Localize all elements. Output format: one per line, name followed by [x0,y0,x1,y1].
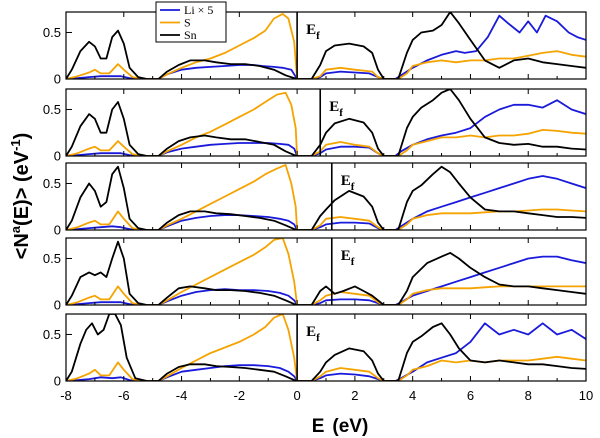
panel-1: 0 0.5 Ef [43,11,587,87]
fermi-label-main: E [306,324,316,340]
fermi-label-sub: f [351,181,355,193]
panels-layer: 0 0.5 Ef 0 0.5 Ef 0 0.5 Ef 0 0.5 Ef 0 0.5 Ef [43,11,587,389]
svg-text:E(eV): E (eV) [312,416,369,437]
series-line-s-panel-1 [66,13,586,79]
y-tick-label: 0.5 [43,102,61,117]
fermi-label-sub: f [316,30,320,42]
x-tick-label: 4 [409,388,416,403]
series-line-sn-panel-5 [66,314,586,381]
y-tick-label: 0 [54,223,61,238]
fermi-label-main: E [329,99,339,115]
legend-label: Li × 5 [184,3,213,17]
x-tick-label: -8 [60,388,72,403]
y-axis-title-sup: a [8,225,23,233]
x-tick-label: 2 [351,388,358,403]
x-axis-title-unit: (eV) [332,416,368,437]
series-line-s-panel-2 [66,91,586,156]
panel-4: 0 0.5 Ef [43,237,587,313]
fermi-label-main: E [306,22,316,38]
y-tick-label: 0.5 [43,176,61,191]
y-tick-label: 0 [54,72,61,87]
fermi-label: Ef [341,173,355,193]
fermi-label: Ef [341,248,355,268]
x-tick-label: 8 [525,388,532,403]
fermi-label-main: E [341,173,351,189]
y-tick-label: 0 [54,149,61,164]
svg-text:<Na(E)> (eV-1): <Na(E)> (eV-1) [8,133,33,260]
x-axis-layer: -8 -6 -4 -2 0 2 4 6 8 10 [60,388,593,403]
series-line-s-panel-5 [66,314,586,381]
y-axis-title-exp: -1 [8,139,23,151]
x-tick-label: -4 [176,388,188,403]
panel-2: 0 0.5 Ef [43,88,587,164]
panel-3: 0 0.5 Ef [43,162,587,238]
series-line-sn-panel-3 [66,165,586,230]
series-line-s-panel-3 [66,164,586,230]
fermi-label-sub: f [351,256,355,268]
fermi-label-sub: f [339,107,343,119]
series-line-s-panel-4 [66,238,586,305]
x-tick-label: 6 [467,388,474,403]
legend-label: Sn [184,28,197,42]
series-line-li-panel-3 [66,175,586,230]
x-tick-label: 0 [293,388,300,403]
x-tick-label: 10 [579,388,593,403]
fermi-label: Ef [329,99,343,119]
series-line-li-panel-1 [66,14,586,79]
y-tick-label: 0.5 [43,327,61,342]
y-axis-title-close: ) [11,133,33,140]
y-tick-label: 0.5 [43,251,61,266]
x-tick-label: -2 [234,388,246,403]
y-tick-label: 0 [54,374,61,389]
panel-5: 0 0.5 Ef [43,313,587,389]
series-line-li-panel-2 [66,99,586,156]
y-tick-label: 0.5 [43,25,61,40]
fermi-label: Ef [306,324,320,344]
x-axis-title: E (eV) [312,416,369,437]
y-axis-title-mid: (E)> (eV [11,150,33,226]
y-tick-label: 0 [54,298,61,313]
series-line-sn-panel-2 [66,89,586,156]
fermi-label: Ef [306,22,320,42]
series-line-sn-panel-4 [66,240,586,305]
fermi-label-sub: f [316,332,320,344]
x-tick-label: -6 [118,388,130,403]
legend-label: S [184,16,191,30]
fermi-label-main: E [341,248,351,264]
series-line-li-panel-4 [66,255,586,305]
series-line-sn-panel-1 [66,12,586,79]
x-axis-title-main: E [312,416,325,437]
y-axis-title-prefix: <N [11,233,33,259]
y-axis-title: <Na(E)> (eV-1) [8,133,33,260]
